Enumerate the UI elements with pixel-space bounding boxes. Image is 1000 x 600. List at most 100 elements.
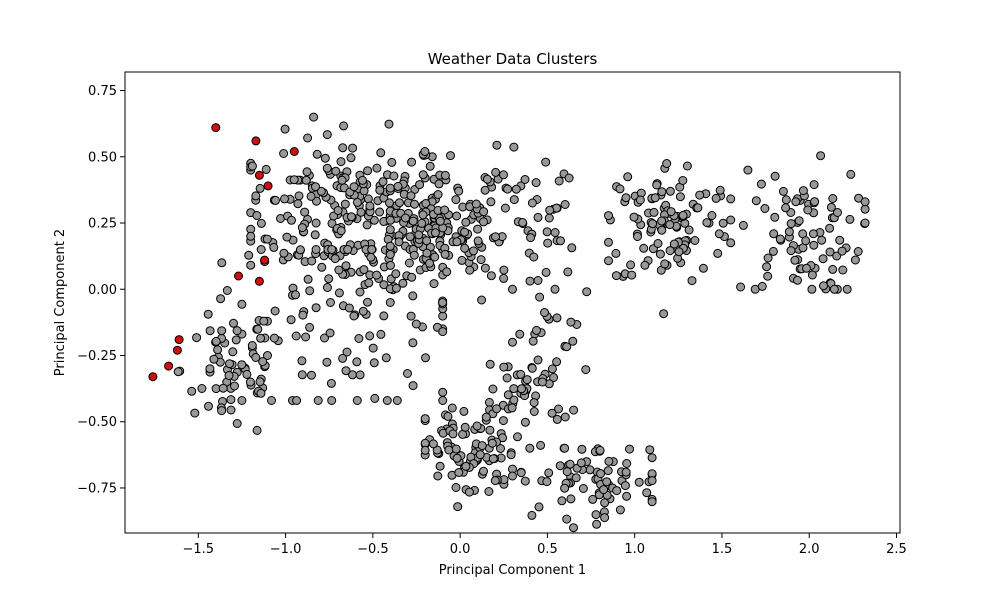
data-point xyxy=(639,243,649,253)
data-point xyxy=(454,186,464,196)
data-point xyxy=(313,396,323,405)
x-tick-label: 2.5 xyxy=(886,542,907,557)
data-point xyxy=(352,357,362,367)
data-point xyxy=(715,185,725,195)
data-point xyxy=(305,286,315,296)
data-point xyxy=(451,483,461,492)
data-point xyxy=(527,510,537,520)
data-point xyxy=(726,194,736,204)
data-point xyxy=(818,254,828,264)
data-point xyxy=(726,215,736,225)
data-point xyxy=(629,212,639,222)
data-point xyxy=(391,269,401,279)
data-point xyxy=(541,157,551,167)
data-point xyxy=(829,284,839,294)
data-point xyxy=(387,157,397,167)
data-point xyxy=(231,335,241,345)
data-point xyxy=(333,206,343,215)
data-point xyxy=(479,217,488,227)
data-point xyxy=(359,265,369,275)
data-point xyxy=(604,237,613,247)
data-point xyxy=(444,445,454,455)
data-point xyxy=(791,197,801,207)
data-point xyxy=(298,310,308,320)
data-point xyxy=(770,171,780,181)
data-point xyxy=(666,207,676,217)
data-point xyxy=(591,510,601,520)
data-point xyxy=(556,236,565,246)
data-point xyxy=(303,133,313,143)
data-point xyxy=(560,483,570,493)
data-point xyxy=(509,142,519,152)
data-point xyxy=(496,444,505,453)
data-point xyxy=(479,466,488,476)
data-point xyxy=(192,333,202,343)
data-point xyxy=(408,291,418,301)
data-point xyxy=(500,203,510,213)
data-point xyxy=(615,184,625,194)
data-point xyxy=(659,309,669,319)
data-point xyxy=(488,384,498,394)
plot-frame xyxy=(124,71,901,534)
data-point xyxy=(385,225,395,235)
data-point xyxy=(540,308,549,317)
data-point xyxy=(662,159,672,168)
data-point xyxy=(404,258,414,268)
data-point xyxy=(529,252,539,262)
data-point xyxy=(485,359,495,369)
data-point xyxy=(809,240,819,250)
y-axis-label: Principal Component 2 xyxy=(53,229,68,376)
data-point xyxy=(247,161,257,171)
data-point xyxy=(816,151,826,161)
data-point xyxy=(379,311,389,321)
points-layer xyxy=(148,112,870,533)
data-point xyxy=(226,395,236,405)
data-point xyxy=(433,471,443,481)
data-point xyxy=(349,182,359,192)
data-point xyxy=(763,253,773,263)
data-point xyxy=(433,190,443,199)
data-point xyxy=(428,439,438,449)
data-point xyxy=(657,216,667,226)
data-point xyxy=(391,283,401,293)
data-point xyxy=(469,246,478,256)
data-point xyxy=(331,166,341,176)
data-point xyxy=(842,284,852,294)
data-point xyxy=(480,185,490,195)
data-point xyxy=(536,440,546,450)
data-point xyxy=(544,213,554,223)
data-point xyxy=(612,486,622,496)
data-point xyxy=(503,390,513,400)
data-point xyxy=(307,370,316,380)
data-point xyxy=(263,351,272,360)
data-point xyxy=(366,252,376,262)
data-point xyxy=(337,175,347,185)
data-point xyxy=(657,225,667,235)
data-point xyxy=(286,315,296,325)
data-point xyxy=(642,488,652,498)
data-point xyxy=(252,211,262,220)
data-point xyxy=(291,331,301,341)
data-point xyxy=(338,143,348,153)
data-point xyxy=(738,220,748,230)
data-point xyxy=(563,267,573,277)
data-point xyxy=(756,179,766,189)
data-point xyxy=(507,403,517,413)
data-point xyxy=(330,254,340,264)
data-point xyxy=(634,477,644,487)
data-point xyxy=(320,333,329,343)
data-point xyxy=(479,207,489,217)
data-point xyxy=(398,278,408,288)
data-point xyxy=(569,405,579,415)
data-point xyxy=(554,176,564,186)
y-tick-label: 0.25 xyxy=(88,217,117,232)
data-point xyxy=(707,211,717,220)
data-point xyxy=(499,265,509,275)
highlighted-point xyxy=(172,345,182,355)
data-point xyxy=(453,502,463,512)
data-point xyxy=(369,358,379,368)
data-point xyxy=(372,270,382,280)
data-point xyxy=(545,205,555,215)
highlighted-point xyxy=(174,335,184,345)
